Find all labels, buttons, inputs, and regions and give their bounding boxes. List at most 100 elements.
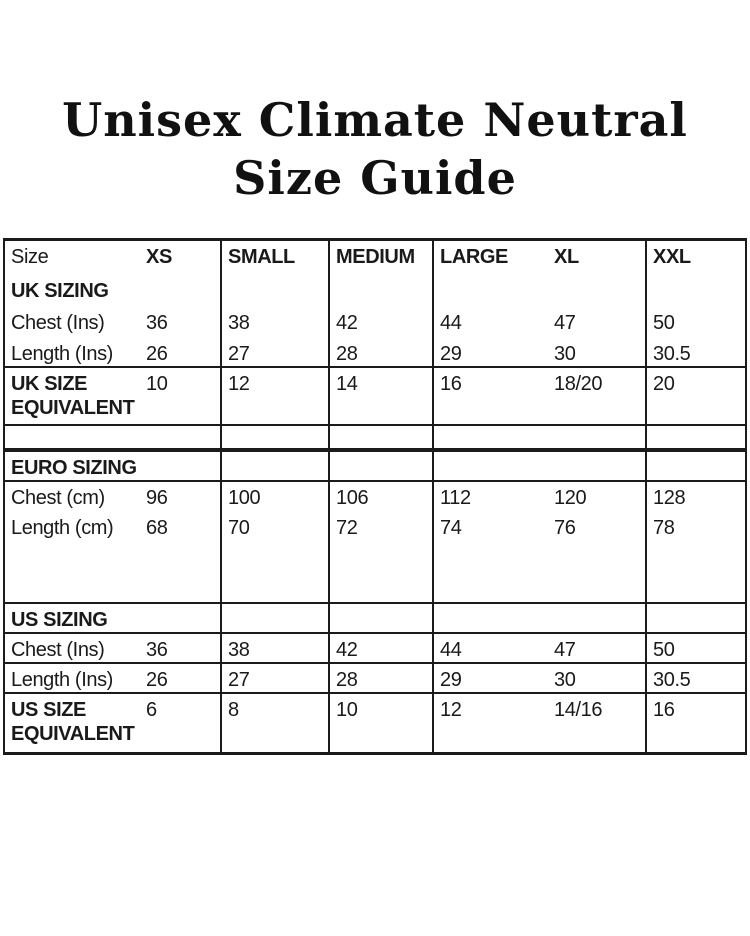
- table-cell: 38: [222, 633, 330, 662]
- table-cell: 112: [440, 486, 471, 509]
- table-cell: [140, 425, 222, 448]
- table-cell: 20: [653, 372, 675, 395]
- table-cell: [222, 451, 330, 480]
- table-row-uk-chest: Chest (Ins) 36 38 42 44 47 50: [5, 306, 745, 338]
- table-cell: [330, 603, 434, 632]
- table-cell: 74: [440, 516, 462, 539]
- table-row-us-size-equivalent: US SIZE EQUIVALENT 6 8 10 12 14/16 16: [5, 693, 745, 752]
- table-cell: 14/16: [548, 693, 647, 752]
- column-header-xxl: XXL: [653, 245, 691, 268]
- table-cell: [222, 425, 330, 448]
- table-cell: 27: [222, 337, 330, 366]
- column-header-xs: XS: [140, 240, 222, 275]
- table-cell: 10: [330, 693, 434, 752]
- table-row-euro-sizing-heading: EURO SIZING: [5, 451, 745, 482]
- table-cell: 47: [548, 306, 647, 338]
- table-cell: 78: [653, 516, 675, 539]
- table-cell: [548, 274, 647, 307]
- table-cell: 26: [140, 337, 222, 366]
- table-cell: [434, 275, 548, 307]
- table-row-spacer: [5, 425, 745, 452]
- table-cell: [434, 604, 548, 632]
- table-cell: 72: [330, 511, 434, 542]
- page-title-line1: Unisex Climate Neutral: [62, 92, 688, 147]
- table-cell: [222, 541, 330, 602]
- table-cell: 16: [440, 372, 462, 395]
- row-label: Length (cm): [11, 516, 114, 539]
- table-cell: 30: [548, 337, 647, 366]
- table-cell: 106: [330, 481, 434, 512]
- table-cell: 68: [140, 511, 222, 542]
- row-label: US SIZE EQUIVALENT: [11, 698, 135, 745]
- table-cell: 29: [440, 668, 462, 691]
- table-cell: [140, 451, 222, 480]
- table-cell: [5, 542, 140, 602]
- table-cell: 42: [330, 306, 434, 338]
- row-label: Chest (Ins): [11, 638, 105, 661]
- table-cell: [140, 274, 222, 307]
- table-cell: 30: [548, 663, 647, 692]
- size-guide-page: Unisex Climate Neutral Size Guide Size X…: [0, 31, 750, 936]
- column-header-medium: MEDIUM: [330, 240, 434, 275]
- table-cell: 44: [440, 311, 462, 334]
- size-guide-table: Size XS SMALL MEDIUM LARGE XL XXL UK SIZ…: [3, 237, 747, 755]
- table-row-uk-length: Length (Ins) 26 27 28 29 30 30.5: [5, 337, 745, 368]
- table-cell: 26: [140, 663, 222, 692]
- table-cell: [548, 603, 647, 632]
- table-cell: [434, 452, 548, 480]
- table-cell: [222, 274, 330, 307]
- table-cell: 28: [330, 663, 434, 692]
- table-cell: [140, 603, 222, 632]
- section-heading-euro: EURO SIZING: [11, 456, 137, 479]
- table-cell: 10: [140, 367, 222, 424]
- table-cell: 36: [140, 633, 222, 662]
- row-label: Chest (Ins): [11, 311, 105, 334]
- table-cell: 12: [440, 698, 462, 721]
- table-cell: 120: [548, 481, 647, 512]
- table-cell: [330, 274, 434, 307]
- table-cell: 16: [653, 698, 675, 721]
- column-header-small: SMALL: [222, 240, 330, 275]
- table-row-euro-chest: Chest (cm) 96 100 106 112 120 128: [5, 481, 745, 512]
- page-title-line2: Size Guide: [233, 150, 517, 205]
- table-cell: [5, 426, 140, 448]
- section-heading-uk: UK SIZING: [11, 279, 109, 302]
- row-label: Chest (cm): [11, 486, 105, 509]
- table-cell: 12: [222, 367, 330, 424]
- table-cell: 50: [653, 638, 675, 661]
- table-cell: 96: [140, 481, 222, 512]
- table-cell: 44: [440, 638, 462, 661]
- table-cell: 70: [222, 511, 330, 542]
- table-row-us-sizing-heading: US SIZING: [5, 603, 745, 634]
- table-cell: 8: [222, 693, 330, 752]
- row-label: Length (Ins): [11, 668, 113, 691]
- table-cell: 47: [548, 633, 647, 662]
- column-header-large: LARGE: [440, 245, 509, 268]
- table-cell: [330, 541, 434, 602]
- table-cell: [330, 451, 434, 480]
- table-row-spacer: [5, 541, 745, 604]
- table-cell: 18/20: [548, 367, 647, 424]
- table-cell: 27: [222, 663, 330, 692]
- table-cell: [647, 275, 745, 307]
- column-header-xl: XL: [548, 240, 647, 275]
- table-cell: [330, 425, 434, 448]
- row-label: Length (Ins): [11, 342, 113, 365]
- table-cell: 36: [140, 306, 222, 338]
- table-cell: [434, 426, 548, 448]
- table-cell: 29: [440, 342, 462, 365]
- table-cell: 28: [330, 337, 434, 366]
- table-row-uk-sizing-heading: UK SIZING: [5, 274, 745, 307]
- table-cell: 50: [653, 311, 675, 334]
- table-cell: [647, 426, 745, 448]
- table-cell: 42: [330, 633, 434, 662]
- table-cell: 38: [222, 306, 330, 338]
- table-cell: [140, 541, 222, 602]
- table-cell: 30.5: [653, 668, 691, 691]
- table-row-euro-length: Length (cm) 68 70 72 74 76 78: [5, 511, 745, 542]
- table-row-us-chest: Chest (Ins) 36 38 42 44 47 50: [5, 633, 745, 664]
- table-row-us-length: Length (Ins) 26 27 28 29 30 30.5: [5, 663, 745, 694]
- page-title: Unisex Climate Neutral Size Guide: [0, 31, 750, 207]
- table-cell: 14: [330, 367, 434, 424]
- column-header-size: Size: [11, 245, 49, 268]
